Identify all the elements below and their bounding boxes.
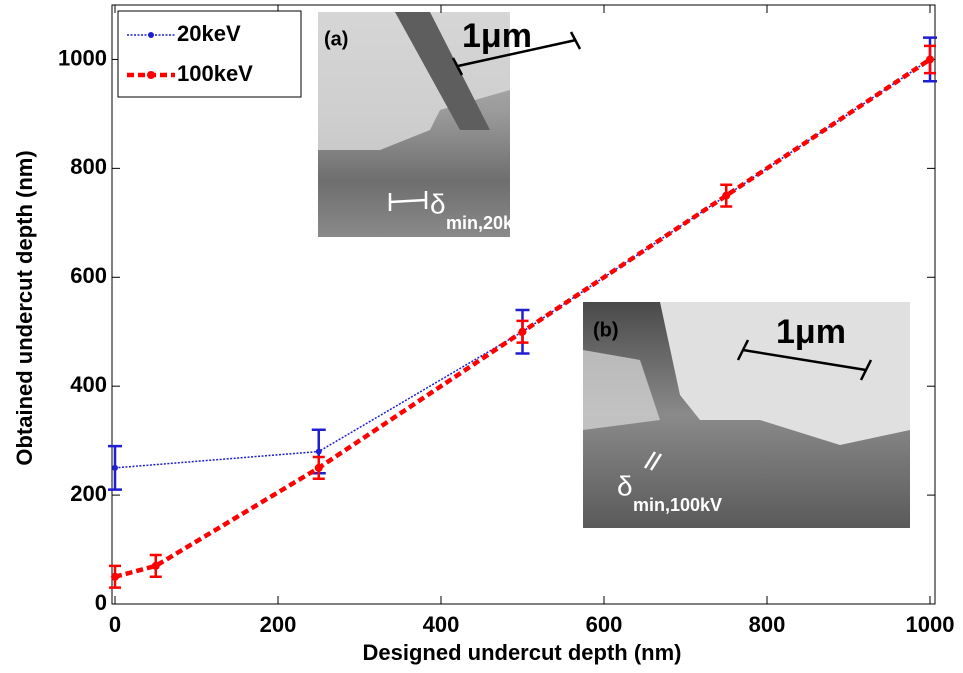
legend-marker bbox=[148, 32, 154, 38]
series-line bbox=[114, 57, 932, 579]
scale-label: 1μm bbox=[462, 17, 532, 55]
x-tick-label: 0 bbox=[109, 612, 121, 637]
inset-label: (a) bbox=[324, 28, 348, 50]
x-tick-label: 1000 bbox=[906, 612, 955, 637]
delta-subscript: min,20kV bbox=[446, 213, 525, 233]
data-point bbox=[314, 463, 323, 472]
y-tick-label: 600 bbox=[70, 263, 107, 288]
inset-a bbox=[318, 12, 582, 237]
data-point bbox=[111, 572, 119, 581]
x-axis-label: Designed undercut depth (nm) bbox=[363, 640, 682, 665]
x-tick-label: 800 bbox=[749, 612, 786, 637]
legend-label: 100keV bbox=[177, 61, 253, 86]
inset-b bbox=[583, 302, 910, 528]
delta-subscript: min,100kV bbox=[633, 495, 722, 515]
data-point bbox=[315, 448, 322, 455]
y-tick-label: 200 bbox=[70, 481, 107, 506]
x-tick-label: 600 bbox=[586, 612, 623, 637]
x-tick-label: 200 bbox=[260, 612, 297, 637]
x-tick-label: 400 bbox=[423, 612, 460, 637]
sem-surface bbox=[660, 302, 910, 445]
data-point bbox=[112, 464, 118, 471]
scale-label: 1μm bbox=[776, 313, 846, 351]
y-axis-label: Obtained undercut depth (nm) bbox=[12, 150, 37, 465]
sem-surface bbox=[318, 12, 510, 150]
data-point bbox=[926, 55, 934, 64]
data-point bbox=[151, 561, 160, 570]
y-tick-label: 0 bbox=[95, 590, 107, 615]
series-line bbox=[114, 58, 931, 469]
y-tick-label: 1000 bbox=[58, 45, 107, 70]
y-tick-label: 800 bbox=[70, 154, 107, 179]
legend-box bbox=[117, 10, 302, 98]
delta-symbol: δ bbox=[617, 470, 633, 501]
legend-marker bbox=[147, 71, 155, 79]
y-tick-label: 400 bbox=[70, 372, 107, 397]
data-point bbox=[722, 191, 731, 200]
plot-frame bbox=[111, 4, 936, 605]
data-point bbox=[518, 327, 527, 336]
inset-label: (b) bbox=[593, 319, 619, 341]
legend-label: 20keV bbox=[177, 21, 241, 46]
delta-symbol: δ bbox=[430, 188, 446, 219]
sem-bar bbox=[395, 12, 490, 130]
